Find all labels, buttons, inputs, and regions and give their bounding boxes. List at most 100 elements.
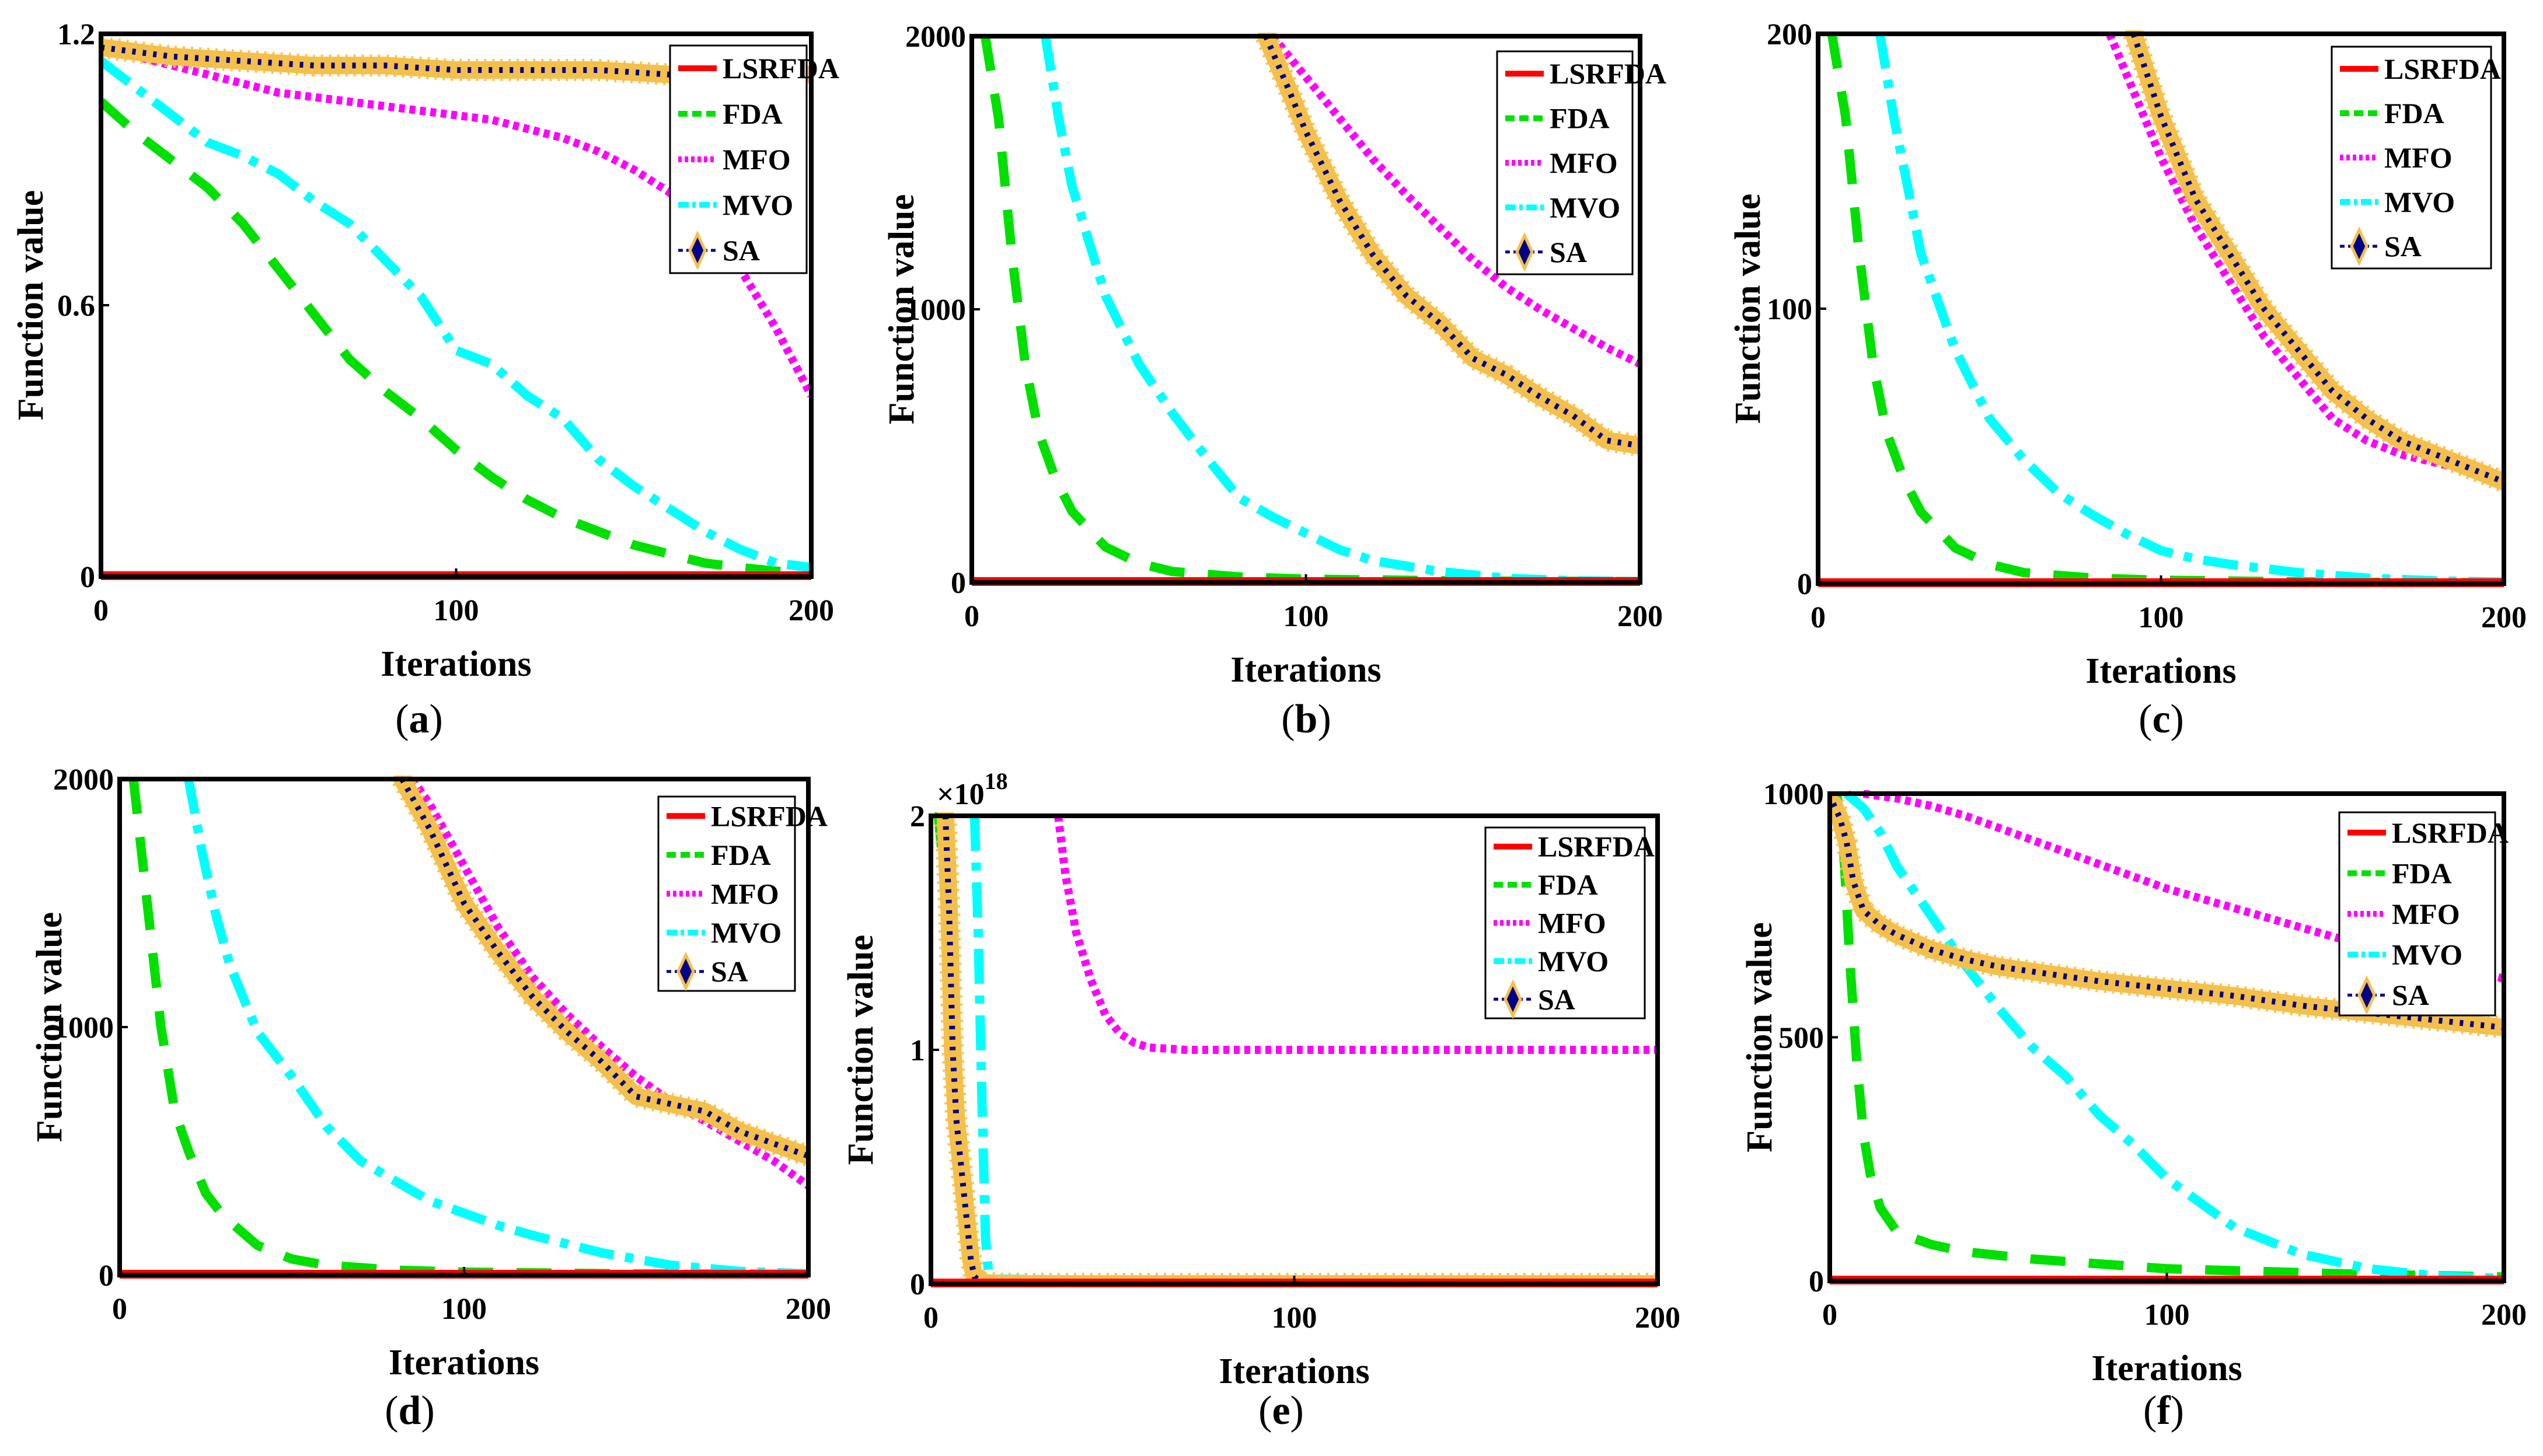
- caption-letter: e: [1272, 1388, 1290, 1433]
- caption-close-paren: ): [2171, 1388, 2184, 1433]
- series-mfo-line: [1054, 815, 1658, 1054]
- x-tick-label: 0: [93, 594, 109, 627]
- y-tick-label: 0.6: [57, 289, 95, 323]
- legend-label-fda: FDA: [711, 839, 771, 871]
- series-mfo-line: [2105, 32, 2504, 481]
- y-tick-label: 200: [1767, 18, 1812, 51]
- caption-open-paren: (: [395, 697, 409, 742]
- chart-panel-e: 0 100 200 0 1 2 ×1018 Iterations Function value L…: [841, 768, 1680, 1433]
- legend-label-mfo: MFO: [2392, 898, 2460, 930]
- y-tick-label: 0: [1797, 568, 1812, 601]
- x-axis-label: Iterations: [1230, 650, 1381, 690]
- caption-close-paren: ): [421, 1388, 434, 1433]
- panel-caption: (e): [1258, 1388, 1304, 1433]
- legend-label-fda: FDA: [2392, 857, 2452, 889]
- legend-label-lsrfda: LSRFDA: [2384, 53, 2501, 85]
- legend-marker-sa: [676, 951, 695, 991]
- legend-marker-sa: [2350, 226, 2368, 266]
- panel-caption: (a): [395, 697, 443, 742]
- legend-label-lsrfda: LSRFDA: [711, 799, 828, 832]
- y-tick-label: 2000: [905, 20, 966, 54]
- y-tick-label: 1000: [905, 294, 966, 327]
- caption-open-paren: (: [2143, 1388, 2157, 1433]
- panel-caption: (b): [1281, 697, 1331, 742]
- legend-marker-sa: [2357, 975, 2376, 1015]
- legend-label-mfo: MFO: [723, 143, 791, 176]
- legend-label-mfo: MFO: [2384, 141, 2453, 174]
- legend-label-mfo: MFO: [1550, 146, 1618, 179]
- legend-label-lsrfda: LSRFDA: [2392, 816, 2509, 849]
- x-tick-label: 0: [112, 1293, 127, 1326]
- x-tick-label: 200: [786, 1293, 831, 1326]
- legend-label-sa: SA: [2392, 979, 2429, 1011]
- y-tick-label: 0: [80, 561, 95, 594]
- y-tick-label: 1.2: [57, 18, 95, 51]
- series-fda-line: [101, 98, 811, 579]
- series-mvo-line: [1843, 790, 2504, 1283]
- legend-marker-sa: [1515, 232, 1534, 272]
- legend: LSRFDA FDA MFO MVO SA: [657, 795, 828, 992]
- series-mvo-line: [1041, 35, 1640, 586]
- series-sa-line: [1830, 802, 2504, 1031]
- y-multiplier-text: ×10: [937, 778, 985, 811]
- series-sa-line: [101, 44, 811, 78]
- x-axis-label: Iterations: [2085, 651, 2236, 691]
- x-tick-label: 0: [1811, 601, 1826, 634]
- legend: LSRFDA FDA MFO MVO SA: [2331, 46, 2501, 270]
- y-tick-label: 2000: [53, 763, 114, 797]
- legend-label-lsrfda: LSRFDA: [723, 52, 839, 85]
- panel-caption: (d): [385, 1388, 435, 1433]
- x-tick-label: 200: [1617, 600, 1663, 633]
- legend-label-lsrfda: LSRFDA: [1538, 830, 1655, 863]
- y-tick-label: 100: [1767, 293, 1812, 326]
- x-tick-label: 0: [1822, 1298, 1837, 1332]
- legend-label-mvo: MVO: [711, 916, 782, 949]
- series-mvo-line: [101, 57, 811, 572]
- y-tick-label: 500: [1778, 1022, 1824, 1055]
- x-tick-label: 100: [1272, 1301, 1317, 1335]
- y-tick-label: 1000: [1763, 778, 1824, 811]
- legend-label-sa: SA: [1538, 983, 1575, 1015]
- series-fda-line: [128, 778, 808, 1279]
- caption-open-paren: (: [1281, 697, 1295, 742]
- y-axis-label: Function value: [841, 935, 881, 1165]
- x-tick-label: 200: [789, 594, 834, 627]
- legend-label-mvo: MVO: [1550, 191, 1620, 224]
- y-tick-label: 1: [910, 1034, 925, 1067]
- caption-close-paren: ): [1317, 697, 1331, 742]
- panel-caption: (c): [2139, 697, 2184, 742]
- panel-caption: (f): [2143, 1388, 2184, 1433]
- caption-letter: f: [2157, 1388, 2171, 1433]
- x-tick-label: 100: [441, 1293, 487, 1326]
- caption-letter: b: [1295, 697, 1318, 742]
- x-tick-label: 100: [434, 594, 479, 627]
- y-tick-label: 1000: [53, 1011, 114, 1045]
- caption-close-paren: ): [1290, 1388, 1304, 1433]
- legend-marker-sa: [688, 231, 707, 270]
- series-mfo-line: [409, 777, 808, 1189]
- series-fda-line: [1832, 792, 2504, 1282]
- legend-label-mfo: MFO: [1538, 907, 1606, 940]
- x-tick-label: 200: [2481, 601, 2527, 634]
- y-tick-label: 0: [951, 567, 966, 600]
- x-axis-label: Iterations: [389, 1343, 539, 1382]
- chart-panel-a: 0 100 200 0 0.6 1.2 Iterations Function value LS…: [11, 18, 839, 742]
- series-mfo-line: [1269, 33, 1640, 368]
- series-fda-line: [1827, 33, 2504, 587]
- y-axis-label: Function value: [882, 194, 922, 424]
- legend-label-mvo: MVO: [2384, 186, 2455, 218]
- legend: LSRFDA FDA MFO MVO SA: [1496, 50, 1666, 275]
- x-tick-label: 100: [2139, 601, 2184, 634]
- series-sa-line: [399, 777, 808, 1159]
- series-sa-markers: [1257, 33, 1640, 455]
- y-axis-label: Function value: [1740, 922, 1780, 1152]
- caption-close-paren: ): [2171, 697, 2184, 742]
- series-mvo-line: [969, 815, 1658, 1287]
- legend-label-sa: SA: [723, 234, 760, 267]
- series-mvo-line: [1875, 33, 2504, 587]
- legend-label-mfo: MFO: [711, 878, 779, 910]
- y-exponent-text: 18: [985, 768, 1008, 794]
